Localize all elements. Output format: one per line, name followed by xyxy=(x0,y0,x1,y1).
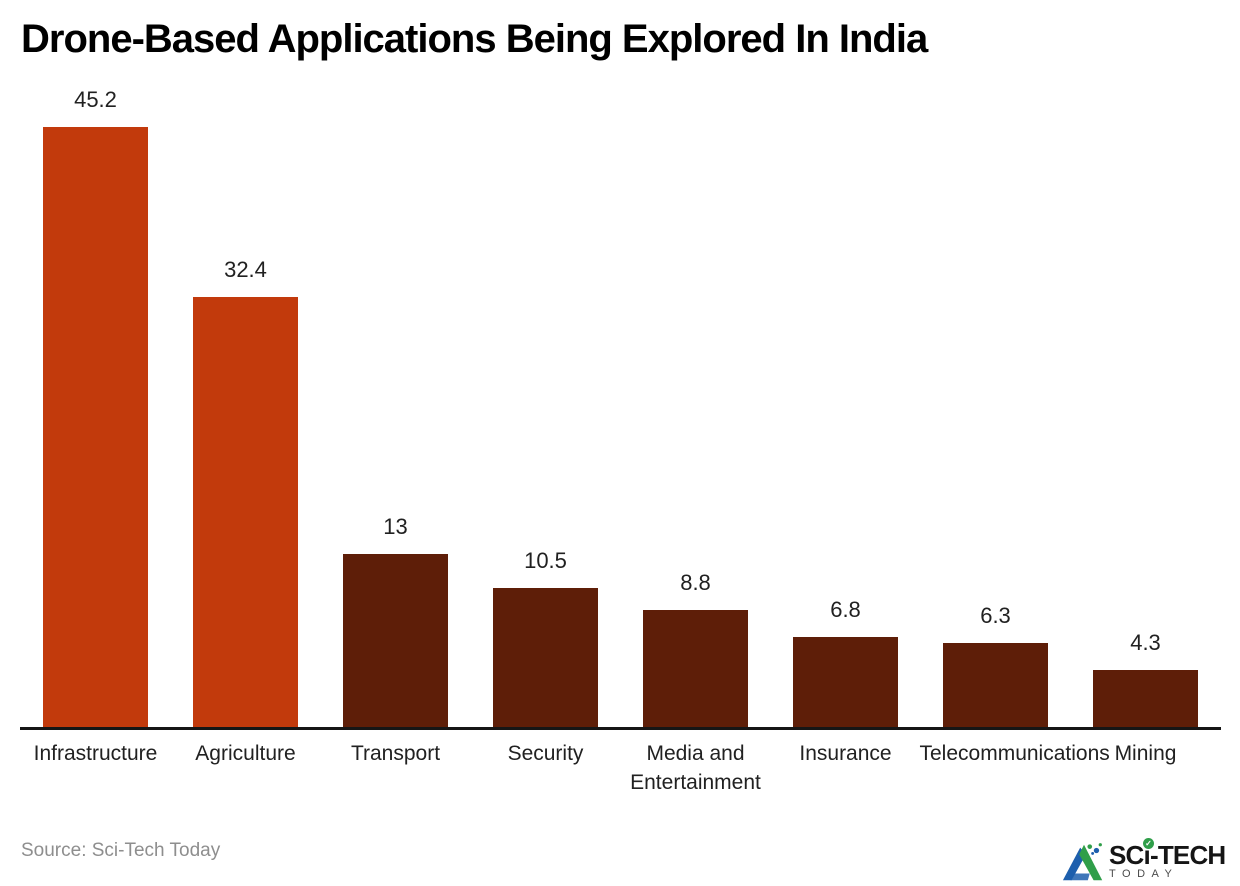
bar-media-and-entertainment xyxy=(643,610,748,727)
category-label-transport: Transport xyxy=(350,742,441,765)
value-label-telecommunications: 6.3 xyxy=(980,603,1011,628)
value-label-transport: 13 xyxy=(383,514,408,539)
category-label-infrastructure: Infrastructure xyxy=(33,742,158,765)
bar-mining xyxy=(1093,670,1198,727)
value-label-agriculture: 32.4 xyxy=(224,257,267,282)
value-label-mining: 4.3 xyxy=(1130,630,1161,655)
category-label-telecommunications: Telecommunications xyxy=(919,742,1110,765)
bar-telecommunications xyxy=(943,643,1048,727)
bar-transport xyxy=(343,554,448,727)
logo-check-icon: ✓ xyxy=(1142,838,1154,849)
bar-insurance xyxy=(793,637,898,727)
scitech-logo-text: SCı ✓ -TECH TODAY xyxy=(1109,838,1226,881)
source-text: Source: Sci-Tech Today xyxy=(21,840,221,861)
scitech-logo: SCı ✓ -TECH TODAY xyxy=(1061,838,1226,884)
category-label-media-and-entertainment: Media and Entertainment xyxy=(630,742,761,794)
category-labels: Infrastructure Agriculture Transport Securi… xyxy=(0,739,1240,809)
plot-area: 45.2 32.4 13 10.5 8.8 6.8 6.3 4.3 xyxy=(43,87,1198,727)
value-label-media-and-entertainment: 8.8 xyxy=(680,570,711,595)
bar-infrastructure xyxy=(43,127,148,727)
scitech-logo-name: SCı ✓ -TECH xyxy=(1109,838,1226,870)
scitech-logo-icon xyxy=(1062,843,1103,881)
category-label-insurance: Insurance xyxy=(799,742,892,765)
bar-agriculture xyxy=(193,297,298,727)
category-label-mining: Mining xyxy=(1114,742,1177,765)
category-label-agriculture: Agriculture xyxy=(195,742,296,765)
x-axis-line xyxy=(20,727,1221,730)
value-label-insurance: 6.8 xyxy=(830,597,861,622)
scitech-logo-tagline: TODAY xyxy=(1109,868,1179,880)
value-label-security: 10.5 xyxy=(524,548,567,573)
chart-title: Drone-Based Applications Being Explored … xyxy=(21,17,928,61)
category-label-security: Security xyxy=(507,742,584,765)
bar-security xyxy=(493,588,598,727)
value-label-infrastructure: 45.2 xyxy=(74,87,117,112)
